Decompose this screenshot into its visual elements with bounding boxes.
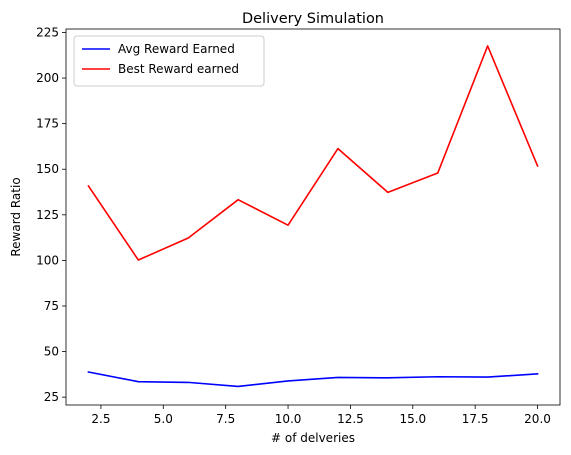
x-tick-label: 15.0 [399,412,426,426]
x-tick-label: 12.5 [337,412,364,426]
y-axis-label: Reward Ratio [9,177,23,256]
y-tick-label: 75 [44,299,59,313]
x-axis: 2.5 5.0 7.5 10.0 12.5 15.0 17.5 20.0 [91,405,551,426]
y-tick-label: 100 [36,253,59,267]
y-tick-label: 175 [36,117,59,131]
x-tick-label: 20.0 [524,412,551,426]
legend: Avg Reward Earned Best Reward earned [73,35,265,87]
series-line-2 [87,45,539,261]
legend-label-1: Avg Reward Earned [118,42,235,56]
plot-frame [65,28,561,406]
x-tick-label: 7.5 [216,412,235,426]
chart-title: Delivery Simulation [242,11,384,27]
x-axis-label: # of delveries [271,431,355,445]
y-tick-label: 25 [44,390,59,404]
y-tick-label: 125 [36,208,59,222]
series-line-1 [87,371,539,388]
y-tick-label: 150 [36,162,59,176]
x-tick-label: 5.0 [154,412,173,426]
x-tick-label: 10.0 [275,412,302,426]
x-tick-label: 2.5 [91,412,110,426]
y-tick-label: 200 [36,71,59,85]
series-layer [87,45,539,388]
x-tick-label: 17.5 [462,412,489,426]
legend-box [73,35,265,87]
y-tick-label: 50 [44,345,59,359]
legend-label-2: Best Reward earned [118,62,239,76]
y-tick-label: 225 [36,25,59,39]
y-axis: 25 50 75 100 125 150 175 200 225 [36,25,66,404]
